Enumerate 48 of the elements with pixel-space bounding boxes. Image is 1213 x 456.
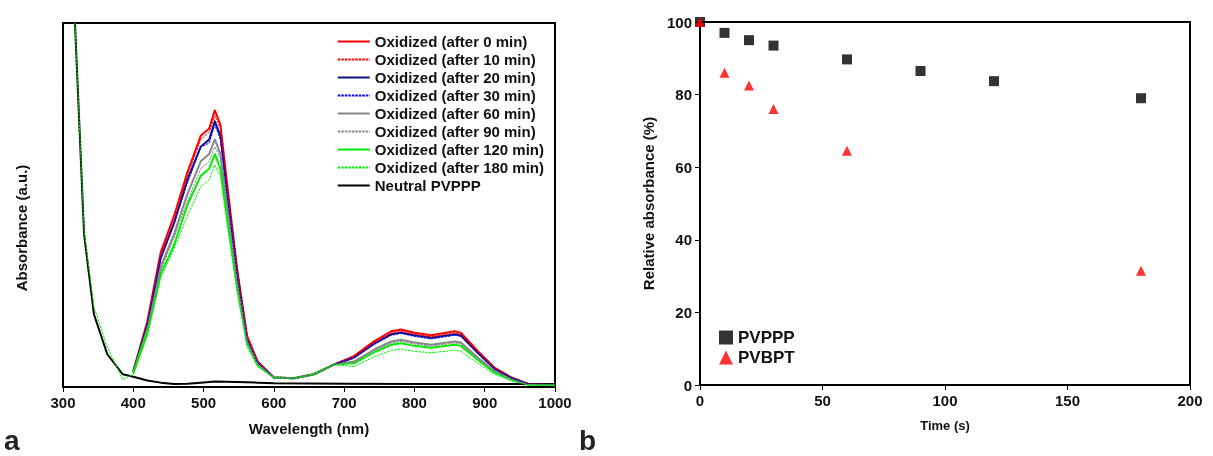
legend-label: Oxidized (after 120 min): [374, 141, 545, 158]
x-tick-label: 900: [472, 394, 498, 411]
point: [1136, 265, 1146, 276]
legend-label: PVPPP: [738, 328, 795, 347]
point: [842, 54, 852, 65]
x-tick-label: 150: [1054, 392, 1081, 409]
point: [1136, 93, 1146, 104]
point: [719, 67, 730, 78]
y-axis-title: Absorbance (a.u.): [13, 164, 30, 292]
legend-label: Oxidized (after 20 min): [374, 69, 536, 86]
x-tick-label: 50: [814, 392, 831, 409]
text: a: [4, 424, 20, 456]
point: [744, 35, 754, 46]
legend-label: Oxidized (after 10 min): [374, 51, 536, 68]
y-tick-label: 80: [675, 86, 692, 104]
x-tick-label: 400: [120, 394, 146, 411]
x-tick-label: 700: [331, 394, 357, 411]
legend-label: Oxidized (after 0 min): [374, 33, 528, 50]
point: [768, 104, 779, 115]
y-tick-label: 40: [675, 231, 692, 249]
legend-label: Oxidized (after 90 min): [374, 123, 536, 140]
x-tick-label: 100: [932, 392, 958, 409]
x-tick-label: 1000: [538, 394, 572, 411]
y-tick-label: 0: [683, 376, 692, 394]
text: b: [579, 424, 597, 456]
x-axis-title: Time (s): [920, 418, 970, 433]
x-tick-label: 800: [401, 394, 427, 411]
point: [744, 80, 754, 91]
x-tick-label: 600: [261, 394, 287, 411]
point: [915, 66, 926, 76]
legend-label: Oxidized (after 30 min): [374, 87, 536, 104]
x-axis-title: Wavelength (nm): [248, 420, 370, 437]
y-axis-title: Relative absorbance (%): [640, 116, 657, 291]
point: [842, 145, 852, 156]
y-tick-label: 100: [666, 13, 692, 31]
y-tick-label: 20: [675, 303, 692, 321]
x-tick-label: 200: [1177, 392, 1203, 409]
point: [768, 40, 779, 51]
x-tick-label: 0: [695, 392, 705, 409]
x-tick-label: 300: [50, 394, 76, 411]
legend-label: PVBPT: [738, 348, 796, 367]
point: [989, 76, 999, 87]
legend-label: Oxidized (after 60 min): [374, 105, 536, 122]
x-tick-label: 500: [191, 394, 217, 411]
point: [719, 27, 730, 38]
y-tick-label: 60: [675, 158, 692, 176]
legend-label: Oxidized (after 180 min): [374, 159, 545, 176]
legend-label: Neutral PVPPP: [374, 177, 481, 194]
